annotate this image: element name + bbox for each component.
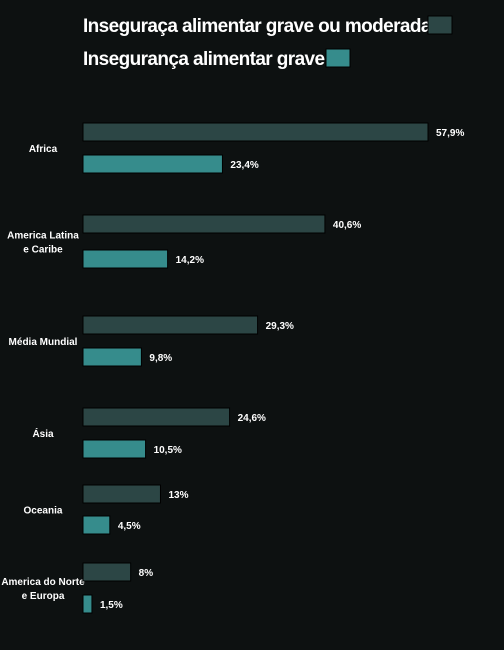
bar-s0-c1 [82, 214, 326, 234]
bar-s0-c0 [82, 122, 429, 142]
data-label-s0-c3: 24,6% [238, 413, 266, 424]
data-label-s1-c3: 10,5% [154, 445, 182, 456]
category-label-3-0: Ásia [32, 427, 54, 440]
legend-label-0: Inseguraça alimentar grave ou moderada [83, 16, 432, 37]
category-label-2-0: Média Mundial [9, 337, 78, 348]
data-label-s0-c0: 57,9% [436, 128, 464, 139]
category-label-1-0: America Latina [7, 231, 79, 242]
bar-s1-c0 [82, 154, 223, 174]
legend-label-1: Insegurança alimentar grave [83, 49, 325, 70]
bar-s0-c5 [82, 562, 132, 582]
legend-swatch-0 [427, 15, 453, 35]
category-label-0-0: Africa [29, 144, 58, 155]
bar-s1-c3 [82, 439, 147, 459]
bar-s0-c2 [82, 315, 259, 335]
bar-s1-c2 [82, 347, 142, 367]
bar-s1-c5 [82, 594, 93, 614]
data-label-s1-c1: 14,2% [176, 255, 204, 266]
data-label-s0-c2: 29,3% [266, 321, 294, 332]
data-label-s1-c4: 4,5% [118, 521, 141, 532]
category-label-5-0: America do Norte [1, 577, 85, 588]
data-label-s0-c5: 8% [139, 568, 154, 579]
bar-s0-c3 [82, 407, 231, 427]
data-label-s1-c0: 23,4% [230, 160, 258, 171]
legend-swatch-1 [325, 48, 351, 68]
bar-s1-c1 [82, 249, 169, 269]
category-label-4-0: Oceania [24, 506, 63, 517]
bar-s0-c4 [82, 484, 161, 504]
bar-s1-c4 [82, 515, 111, 535]
category-label-5-1: e Europa [22, 591, 65, 602]
data-label-s0-c1: 40,6% [333, 220, 361, 231]
data-label-s1-c2: 9,8% [149, 353, 172, 364]
category-label-1-1: e Caribe [23, 245, 63, 256]
data-label-s1-c5: 1,5% [100, 600, 123, 611]
data-label-s0-c4: 13% [168, 490, 188, 501]
